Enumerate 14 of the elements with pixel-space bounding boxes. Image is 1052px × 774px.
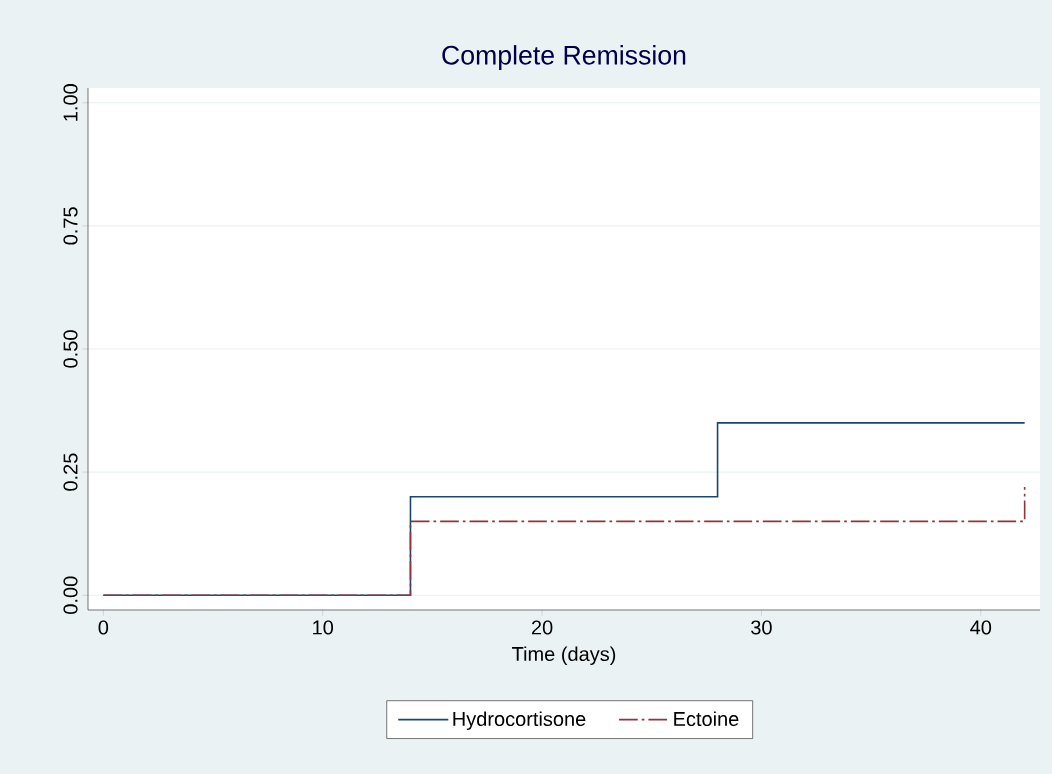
- x-axis-title: Time (days): [512, 646, 616, 666]
- y-tick-label: 0.00: [63, 576, 78, 614]
- y-tick-label: 0.50: [63, 330, 78, 368]
- y-tick-label: 0.75: [63, 207, 78, 245]
- x-tick-label: 20: [531, 620, 553, 635]
- y-tick-label: 1.00: [63, 84, 78, 121]
- legend-label: Hydrocortisone: [453, 711, 586, 731]
- chart-title: Complete Remission: [442, 45, 686, 70]
- x-tick-label: 40: [970, 620, 992, 635]
- legend-label: Ectoine: [674, 711, 739, 727]
- y-tick-label: 0.25: [63, 453, 78, 491]
- x-tick-label: 0: [98, 620, 109, 635]
- x-tick-label: 30: [751, 620, 772, 635]
- x-tick-label: 10: [313, 620, 334, 635]
